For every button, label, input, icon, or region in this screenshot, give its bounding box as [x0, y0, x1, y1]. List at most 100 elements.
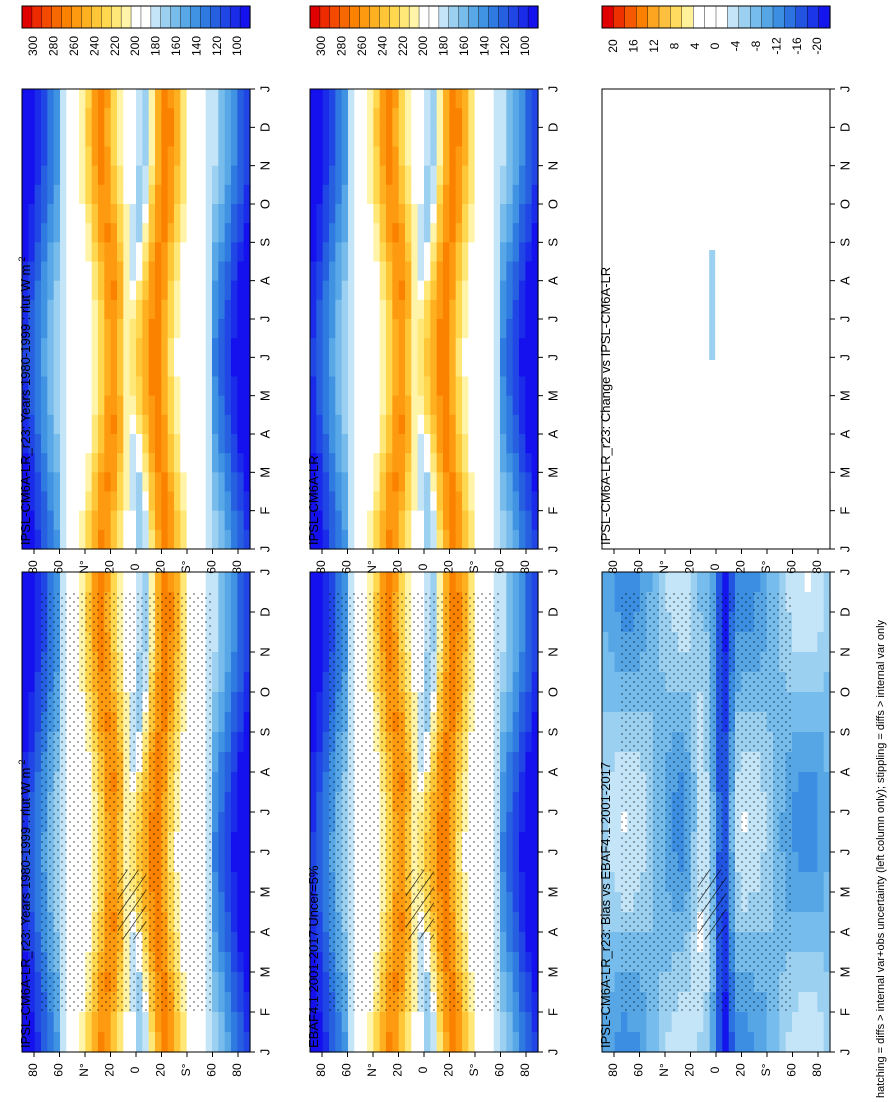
- x-tick-label: M: [257, 467, 272, 478]
- x-tick-label: J: [837, 316, 852, 323]
- y-tick-label: 20: [154, 1063, 168, 1077]
- y-tick-label: N°: [365, 560, 379, 574]
- x-tick-label: A: [257, 429, 272, 438]
- heatmap-field: [602, 89, 831, 550]
- y-tick-label: N°: [77, 560, 91, 574]
- y-tick-label: 60: [632, 1063, 646, 1077]
- y-tick-label: 80: [26, 560, 40, 574]
- x-tick-label: A: [545, 927, 560, 936]
- x-tick-label: S: [837, 727, 852, 736]
- colorbar-tick-label: 260: [355, 36, 369, 56]
- panel-title: IPSL-CM6A-LR_r23: Years 1980-1999 : rlut…: [17, 257, 33, 545]
- y-tick-label: N°: [657, 560, 671, 574]
- x-tick-label: J: [837, 569, 852, 576]
- x-tick-label: D: [837, 123, 852, 132]
- colorbar-tick-label: 120: [210, 36, 224, 56]
- y-tick-label: 20: [734, 560, 748, 574]
- colorbar: 300 280 260 240 220 200 180 160 140 120 100: [21, 5, 251, 56]
- colorbar-tick-label: 20: [606, 39, 620, 53]
- x-tick-label: D: [257, 123, 272, 132]
- x-tick-label: F: [545, 1008, 560, 1016]
- colorbar-tick-label: 260: [67, 36, 81, 56]
- y-tick-label: 20: [103, 560, 117, 574]
- stippling-overlay: [40, 592, 211, 1012]
- y-tick-label: 20: [442, 1063, 456, 1077]
- x-tick-label: M: [257, 887, 272, 898]
- x-tick-label: A: [257, 276, 272, 285]
- y-tick-label: 80: [810, 560, 824, 574]
- x-tick-label: M: [837, 967, 852, 978]
- colorbar-tick-label: 12: [647, 39, 661, 53]
- colorbar-tick-label: 240: [87, 36, 101, 56]
- x-tick-label: F: [257, 1008, 272, 1016]
- colorbar-tick-label: 220: [108, 36, 122, 56]
- x-tick-label: J: [545, 86, 560, 93]
- colorbar-tick-label: 300: [314, 36, 328, 56]
- x-tick-label: M: [257, 967, 272, 978]
- panel-p00: J F M A M J J A S O N D J 80 60 N° 20 0 20 S° 60 80 IPSL-CM6A-…: [17, 489, 272, 1077]
- y-tick-label: 60: [340, 560, 354, 574]
- x-tick-label: M: [837, 467, 852, 478]
- x-tick-label: J: [257, 809, 272, 816]
- y-tick-label: 60: [52, 1063, 66, 1077]
- panel-title: IPSL-CM6A-LR_r23: Years 1980-1999 : rlut…: [17, 760, 33, 1048]
- y-tick-label: 80: [518, 560, 532, 574]
- x-tick-label: J: [545, 316, 560, 323]
- x-tick-label: M: [257, 390, 272, 401]
- colorbar: 300 280 260 240 220 200 180 160 140 120 100: [309, 5, 539, 56]
- colorbar-tick-label: 300: [26, 36, 40, 56]
- x-tick-label: M: [545, 390, 560, 401]
- x-tick-label: J: [257, 354, 272, 361]
- colorbar-tick-label: -12: [769, 37, 783, 55]
- x-tick-label: J: [837, 546, 852, 553]
- y-tick-label: 0: [128, 1066, 142, 1073]
- x-tick-label: J: [257, 316, 272, 323]
- panel-title: IPSL-CM6A-LR_r23: Bias vs EBAF4.1 2001-2…: [598, 762, 613, 1048]
- y-tick-label: 60: [785, 560, 799, 574]
- x-tick-label: J: [545, 569, 560, 576]
- stippling-overlay: [328, 592, 499, 1012]
- stippling-overlay: [620, 592, 791, 1012]
- y-tick-label: 80: [26, 1063, 40, 1077]
- x-tick-label: J: [837, 849, 852, 856]
- colorbar-tick-label: 240: [375, 36, 389, 56]
- x-tick-label: A: [257, 927, 272, 936]
- y-tick-label: N°: [77, 1063, 91, 1077]
- x-tick-label: S: [545, 727, 560, 736]
- colorbar-tick-label: 16: [627, 39, 641, 53]
- change-feature: [709, 250, 716, 360]
- x-tick-label: D: [837, 607, 852, 616]
- x-tick-label: S: [837, 238, 852, 247]
- x-tick-label: J: [837, 354, 852, 361]
- colorbar-tick-label: 200: [416, 36, 430, 56]
- colorbar-tick-label: -20: [810, 37, 824, 55]
- x-tick-label: F: [837, 507, 852, 515]
- colorbar-tick-label: 280: [335, 36, 349, 56]
- heatmap-field: [310, 89, 539, 550]
- y-tick-label: 0: [128, 563, 142, 570]
- colorbar-tick-label: 4: [688, 42, 702, 49]
- y-tick-label: 80: [314, 1063, 328, 1077]
- y-tick-label: S°: [759, 1063, 773, 1076]
- x-tick-label: A: [257, 767, 272, 776]
- x-tick-label: A: [545, 767, 560, 776]
- colorbar-tick-label: -4: [729, 40, 743, 51]
- x-tick-label: J: [837, 86, 852, 93]
- x-tick-label: N: [257, 647, 272, 656]
- colorbar-tick-label: 120: [498, 36, 512, 56]
- x-tick-label: S: [257, 238, 272, 247]
- y-tick-label: 80: [606, 1063, 620, 1077]
- y-tick-label: 0: [708, 1066, 722, 1073]
- colorbar-tick-label: 140: [477, 36, 491, 56]
- x-tick-label: M: [545, 967, 560, 978]
- y-tick-label: 80: [518, 1063, 532, 1077]
- panel-p10: J F M A M J J A S O N D J 80 60 N° 20 0 20 S° 60 80 EBAF4.1 20…: [306, 489, 560, 1077]
- x-tick-label: S: [545, 238, 560, 247]
- x-tick-label: D: [545, 123, 560, 132]
- y-tick-label: S°: [467, 1063, 481, 1076]
- y-tick-label: 20: [154, 560, 168, 574]
- y-tick-label: S°: [467, 560, 481, 573]
